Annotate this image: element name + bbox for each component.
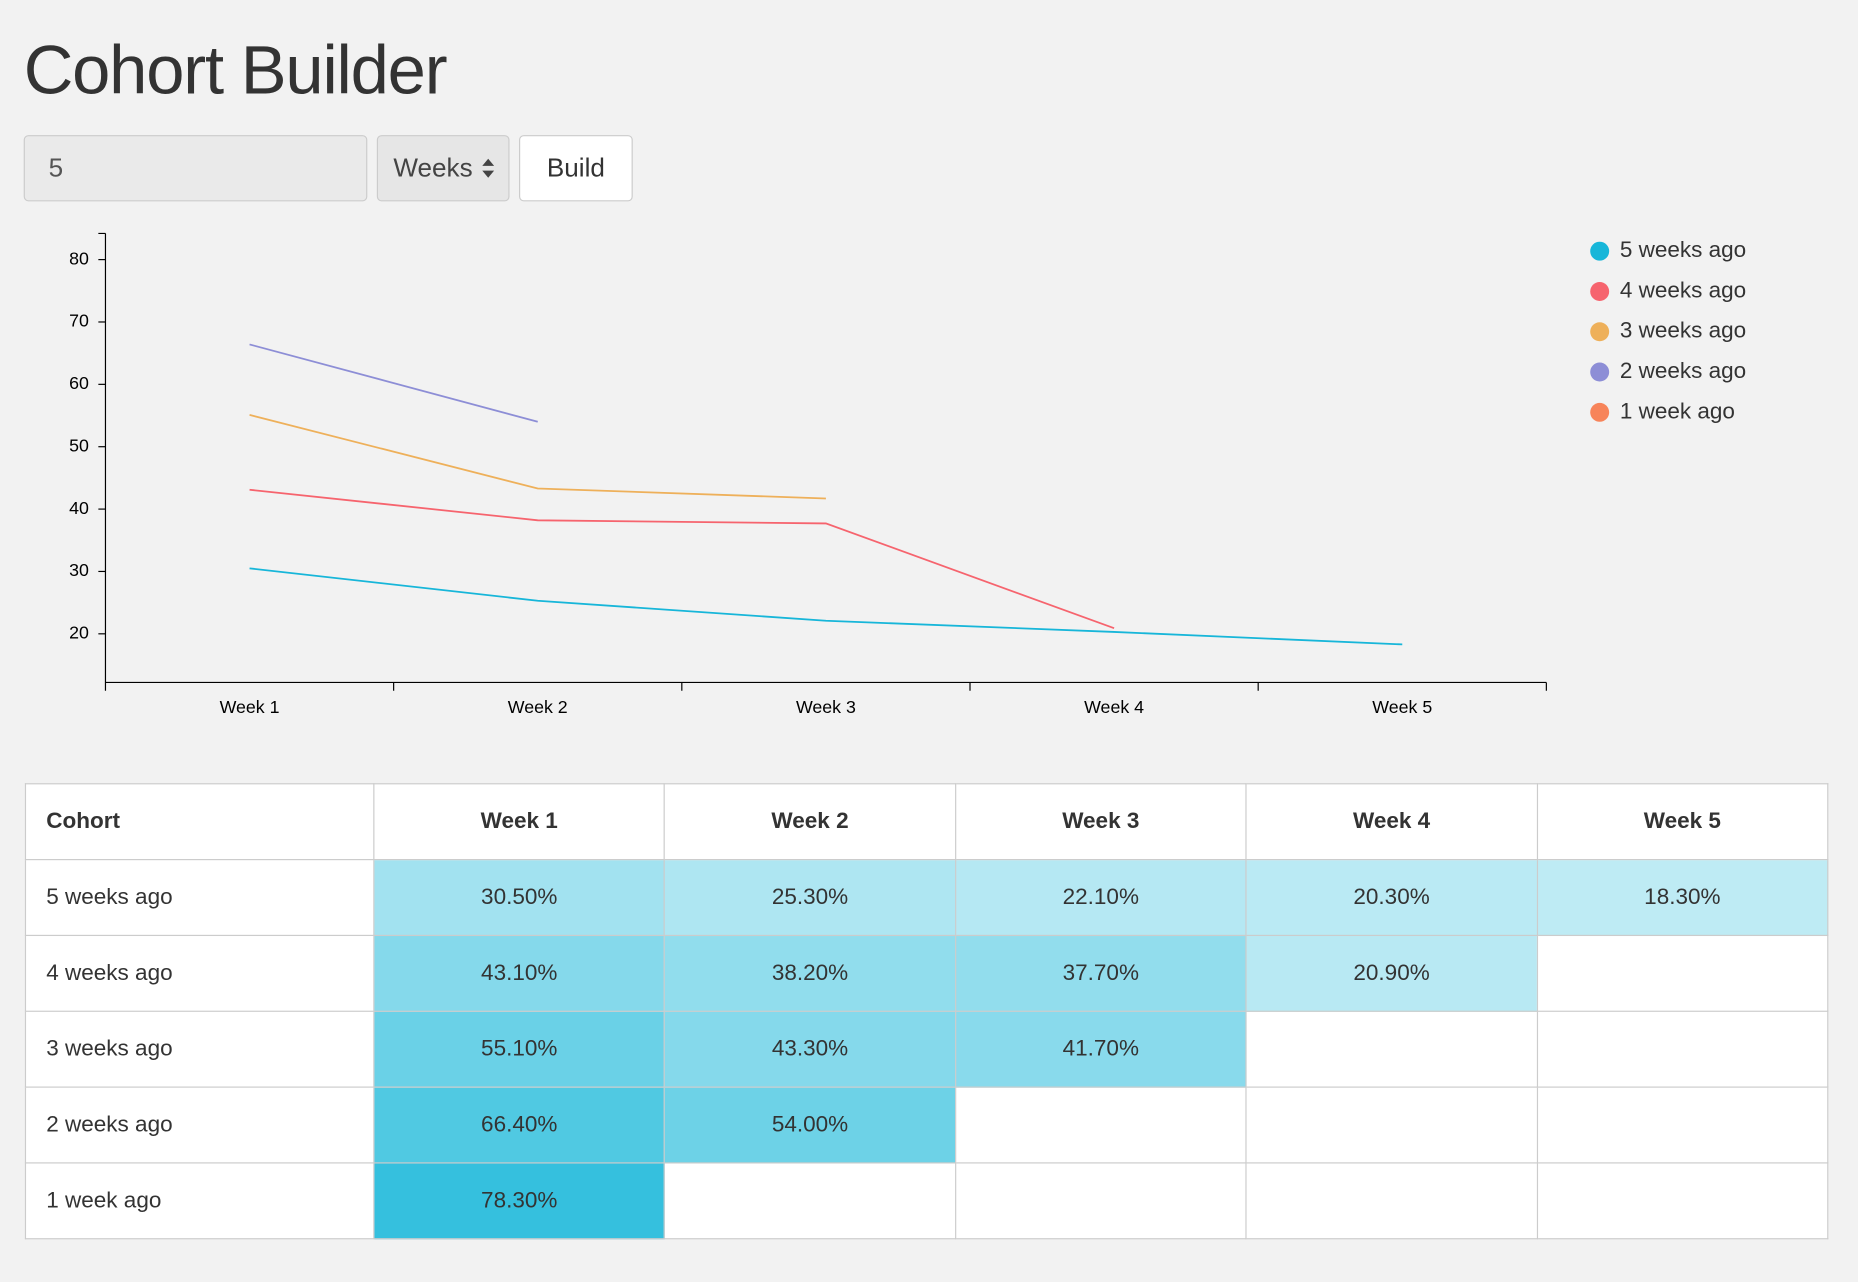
x-tick-label: Week 1 xyxy=(220,697,280,717)
retention-cell: 43.30% xyxy=(664,1010,956,1088)
retention-cell xyxy=(1536,934,1829,1012)
y-tick-label: 40 xyxy=(69,498,89,518)
cohort-name: 5 weeks ago xyxy=(24,859,375,937)
cohort-name: 3 weeks ago xyxy=(24,1010,375,1088)
header-row: Cohort Week 1 Week 2 Week 3 Week 4 Week 5 xyxy=(24,783,1829,861)
retention-cell xyxy=(954,1162,1247,1240)
chart: 20 30 40 50 60 70 80 Week 1 Week 2 Week 3 Week 4 We… xyxy=(69,232,1746,717)
period-input[interactable]: 5 xyxy=(23,135,368,202)
column-header: Cohort xyxy=(24,783,375,861)
retention-cell: 37.70% xyxy=(954,934,1247,1012)
retention-cell: 38.20% xyxy=(664,934,956,1012)
legend-swatch xyxy=(1590,402,1610,422)
column-header: Week 1 xyxy=(373,783,666,861)
retention-cell: 55.10% xyxy=(373,1010,666,1088)
retention-cell: 41.70% xyxy=(954,1010,1247,1088)
legend-label: 4 weeks ago xyxy=(1620,277,1746,302)
y-tick-label: 30 xyxy=(69,560,89,580)
column-header: Week 4 xyxy=(1245,783,1538,861)
y-tick-label: 80 xyxy=(69,248,89,268)
table-row: 3 weeks ago 55.10% 43.30% 41.70% xyxy=(24,1010,1829,1088)
x-tick-label: Week 5 xyxy=(1372,697,1432,717)
retention-cell: 66.40% xyxy=(373,1086,666,1164)
legend-swatch xyxy=(1590,281,1610,301)
select-arrows xyxy=(482,158,494,178)
retention-cell xyxy=(1536,1010,1829,1088)
series-line xyxy=(249,414,826,500)
build-button[interactable]: Build xyxy=(519,135,633,202)
y-tick-label: 60 xyxy=(69,373,89,393)
cohort-name: 1 week ago xyxy=(24,1162,375,1240)
legend-label: 5 weeks ago xyxy=(1620,237,1746,262)
page-title: Cohort Builder xyxy=(23,31,448,110)
table-row: 1 week ago 78.30% xyxy=(24,1162,1829,1240)
retention-cell: 18.30% xyxy=(1536,859,1829,937)
legend-label: 1 week ago xyxy=(1620,398,1735,423)
legend-label: 3 weeks ago xyxy=(1620,318,1746,343)
legend-swatch xyxy=(1590,362,1610,382)
y-tick-label: 70 xyxy=(69,311,89,331)
retention-cell xyxy=(1245,1086,1538,1164)
x-tick-label: Week 2 xyxy=(508,697,568,717)
retention-cell xyxy=(1245,1162,1538,1240)
retention-cell xyxy=(1536,1086,1829,1164)
retention-cell: 20.90% xyxy=(1245,934,1538,1012)
retention-cell xyxy=(954,1086,1247,1164)
column-header: Week 5 xyxy=(1536,783,1829,861)
unit-value: Weeks xyxy=(393,152,473,183)
series-line xyxy=(249,488,1115,630)
legend-label: 2 weeks ago xyxy=(1620,358,1746,383)
retention-cell xyxy=(1536,1162,1829,1240)
retention-cell: 78.30% xyxy=(373,1162,666,1240)
column-header: Week 3 xyxy=(954,783,1247,861)
x-tick-label: Week 3 xyxy=(796,697,856,717)
retention-cell xyxy=(1245,1010,1538,1088)
y-tick-label: 50 xyxy=(69,435,89,455)
unit-select[interactable]: Weeks xyxy=(376,135,510,202)
cohort-name: 2 weeks ago xyxy=(24,1086,375,1164)
retention-cell: 25.30% xyxy=(664,859,956,937)
legend-swatch xyxy=(1590,322,1610,342)
retention-cell: 20.30% xyxy=(1245,859,1538,937)
y-tick-label: 20 xyxy=(69,623,89,643)
retention-cell: 22.10% xyxy=(954,859,1247,937)
retention-cell: 30.50% xyxy=(373,859,666,937)
retention-cell: 54.00% xyxy=(664,1086,956,1164)
table-row: 2 weeks ago 66.40% 54.00% xyxy=(24,1086,1829,1164)
legend-swatch xyxy=(1590,241,1610,261)
table-row: 4 weeks ago 43.10% 38.20% 37.70% 20.90% xyxy=(24,934,1829,1012)
retention-cell: 43.10% xyxy=(373,934,666,1012)
table-row: 5 weeks ago 30.50% 25.30% 22.10% 20.30% 18.30… xyxy=(24,859,1829,937)
cohort-name: 4 weeks ago xyxy=(24,934,375,1012)
x-tick-label: Week 4 xyxy=(1084,697,1144,717)
column-header: Week 2 xyxy=(664,783,956,861)
series-line xyxy=(249,343,538,423)
retention-cell xyxy=(664,1162,956,1240)
series-line xyxy=(249,567,1403,646)
